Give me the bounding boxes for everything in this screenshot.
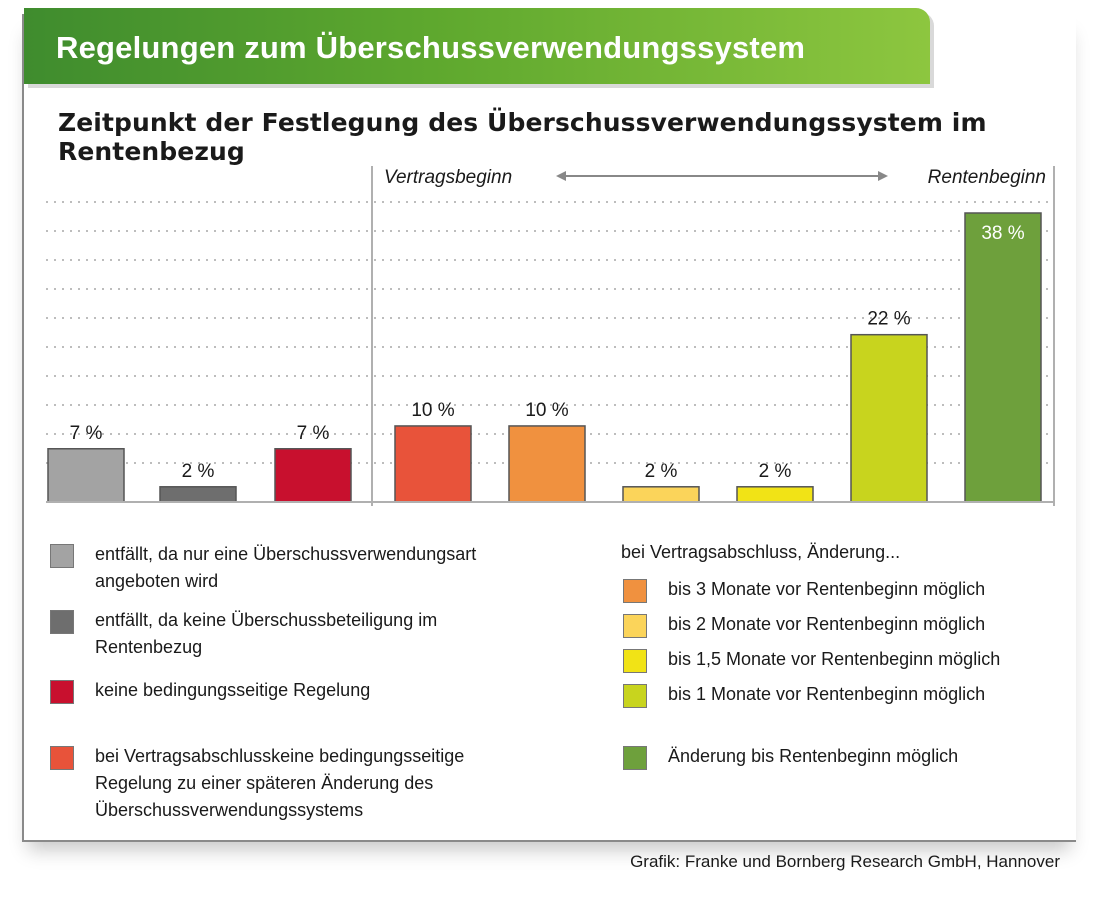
legend-item: bis 1 Monate vor Rentenbeginn möglich [623,684,1063,708]
bar [47,448,125,503]
bar [736,486,814,503]
legend-swatch [50,544,74,568]
legend-label: Änderung bis Rentenbeginn möglich [668,746,959,766]
bar [850,333,928,503]
chart-subtitle: Zeitpunkt der Festlegung des Überschussv… [58,108,987,166]
data-label: 7 % [70,423,103,444]
page-title: Regelungen zum Überschussverwendungssyst… [56,30,806,65]
legend-swatch [50,610,74,634]
vertragsbeginn-label: Vertragsbeginn [384,167,512,188]
legend-swatch [623,649,647,673]
legend-label: bis 1,5 Monate vor Rentenbeginn möglich [668,649,1001,669]
legend-swatch [623,746,647,770]
legend-item: entfällt, da keine Überschussbeteiligung… [50,610,480,661]
bar [159,486,237,503]
bar [394,425,472,503]
legend-swatch [623,614,647,638]
legend-swatch [50,680,74,704]
data-label: 7 % [297,423,330,444]
legend-right-heading: bei Vertragsabschluss, Änderung... [621,542,901,562]
legend-label: bis 3 Monate vor Rentenbeginn möglich [668,579,986,599]
bar [964,212,1042,503]
legend-item: Änderung bis Rentenbeginn möglich [623,746,1063,770]
legend-swatch [623,684,647,708]
bar [508,425,586,503]
timeline-arrow [556,171,888,181]
legend-label: bis 2 Monate vor Rentenbeginn möglich [668,614,986,634]
data-label: 2 % [645,461,678,482]
data-label: 22 % [867,309,910,330]
data-label: 10 % [525,400,568,421]
rentenbeginn-label: Rentenbeginn [928,167,1046,188]
source-credit: Grafik: Franke und Bornberg Research Gmb… [630,852,1060,871]
legend-label: keine bedingungsseitige Regelung [95,680,371,700]
data-label: 2 % [182,461,215,482]
legend-swatch [50,746,74,770]
legend-label: entfällt, da nur eine Überschussverwendu… [95,544,477,591]
legend-swatch [623,579,647,603]
data-label: 38 % [981,223,1024,244]
legend-label: bei Vertragsabschlusskeine bedingungssei… [95,746,465,820]
legend-label: entfällt, da keine Überschussbeteiligung… [95,610,438,657]
legend-item: keine bedingungsseitige Regelung [50,680,520,704]
bar [274,448,352,503]
bar [622,486,700,503]
legend-item: entfällt, da nur eine Überschussverwendu… [50,544,520,595]
legend-item: bis 3 Monate vor Rentenbeginn möglich [623,579,1063,603]
legend-item: bis 2 Monate vor Rentenbeginn möglich [623,614,1063,638]
legend-item: bis 1,5 Monate vor Rentenbeginn möglich [623,649,1063,673]
legend-item: bei Vertragsabschlusskeine bedingungssei… [50,746,520,824]
data-label: 10 % [411,400,454,421]
title-banner [24,8,930,84]
legend-label: bis 1 Monate vor Rentenbeginn möglich [668,684,986,704]
data-label: 2 % [759,461,792,482]
